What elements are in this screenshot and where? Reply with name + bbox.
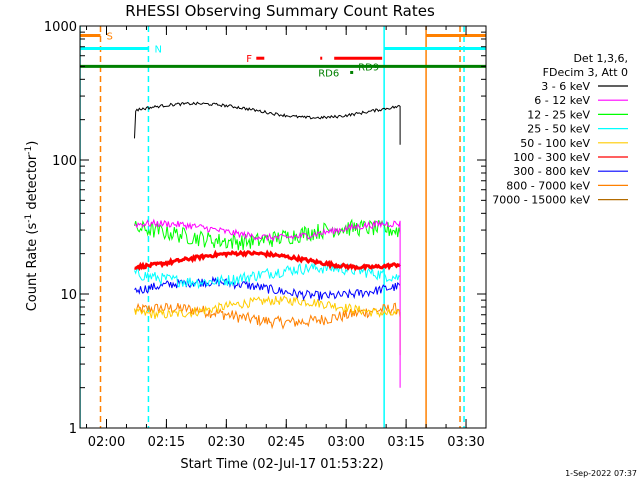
- legend-label-4: 50 - 100 keV: [520, 137, 590, 150]
- footer-timestamp: 1-Sep-2022 07:37: [565, 469, 637, 478]
- plot-clip-group: [80, 26, 486, 428]
- legend-label-2: 12 - 25 keV: [527, 108, 590, 121]
- x-tick-label: 02:45: [268, 435, 305, 450]
- axes: 1 10 100 1000 02:00 02:15 02:30 02:45 03:00 03:15…: [44, 20, 487, 450]
- legend-label-8: 7000 - 15000 keV: [492, 194, 590, 207]
- plot-frame: [79, 25, 487, 429]
- flag-label-n: N: [154, 44, 161, 55]
- y-axis-label-end: ): [25, 141, 40, 146]
- series-line-25-50-kev: [134, 261, 401, 290]
- series-line-50-100-kev: [134, 295, 401, 319]
- y-axis-label-sup1: -1: [24, 214, 34, 223]
- y-tick-label: 1000: [44, 20, 77, 35]
- legend-label-0: 3 - 6 keV: [541, 80, 590, 93]
- legend-header-1: Det 1,3,6,: [573, 52, 628, 65]
- series-line-12-25-kev: [134, 218, 401, 251]
- series-line-800-7000-kev: [134, 302, 401, 356]
- y-axis-label-main: Count Rate (s: [25, 223, 40, 312]
- flag-label-f: F: [246, 54, 252, 65]
- rd6-marker: [350, 70, 354, 74]
- legend-label-5: 100 - 300 keV: [513, 151, 590, 164]
- y-axis-label: Count Rate (s-1 detector-1): [24, 141, 40, 312]
- legend-label-7: 800 - 7000 keV: [506, 179, 590, 192]
- x-axis-label: Start Time (02-Jul-17 01:53:22): [180, 457, 383, 472]
- series-line-100-300-kev: [134, 249, 402, 272]
- y-axis-label-sup2: -1: [24, 146, 34, 155]
- x-tick-label: 03:30: [447, 435, 484, 450]
- y-tick-label: 100: [52, 154, 77, 169]
- legend-label-3: 25 - 50 keV: [527, 123, 590, 136]
- series-line-6-12-kev: [134, 218, 401, 388]
- y-axis-label-mid: detector: [25, 154, 40, 214]
- chart-title: RHESSI Observing Summary Count Rates: [125, 2, 435, 20]
- x-tick-label: 03:00: [327, 435, 364, 450]
- x-tick-label: 02:30: [208, 435, 245, 450]
- x-tick-label: 03:15: [387, 435, 424, 450]
- y-tick-label: 10: [60, 288, 77, 303]
- plot-area: S N F RD9 RD6: [80, 26, 486, 428]
- legend-label-6: 300 - 800 keV: [513, 165, 590, 178]
- legend-header-2: FDecim 3, Att 0: [543, 66, 628, 79]
- series-line-300-800-kev: [134, 275, 401, 302]
- flag-label-s: S: [107, 31, 113, 42]
- flag-label-rd6: RD6: [318, 68, 339, 79]
- series-line-3-6-kev: [134, 101, 401, 145]
- x-tick-label: 02:15: [148, 435, 185, 450]
- y-tick-label: 1: [69, 422, 77, 437]
- flag-label-rd9: RD9: [358, 62, 379, 73]
- legend-label-1: 6 - 12 keV: [534, 94, 590, 107]
- x-tick-label: 02:00: [88, 435, 125, 450]
